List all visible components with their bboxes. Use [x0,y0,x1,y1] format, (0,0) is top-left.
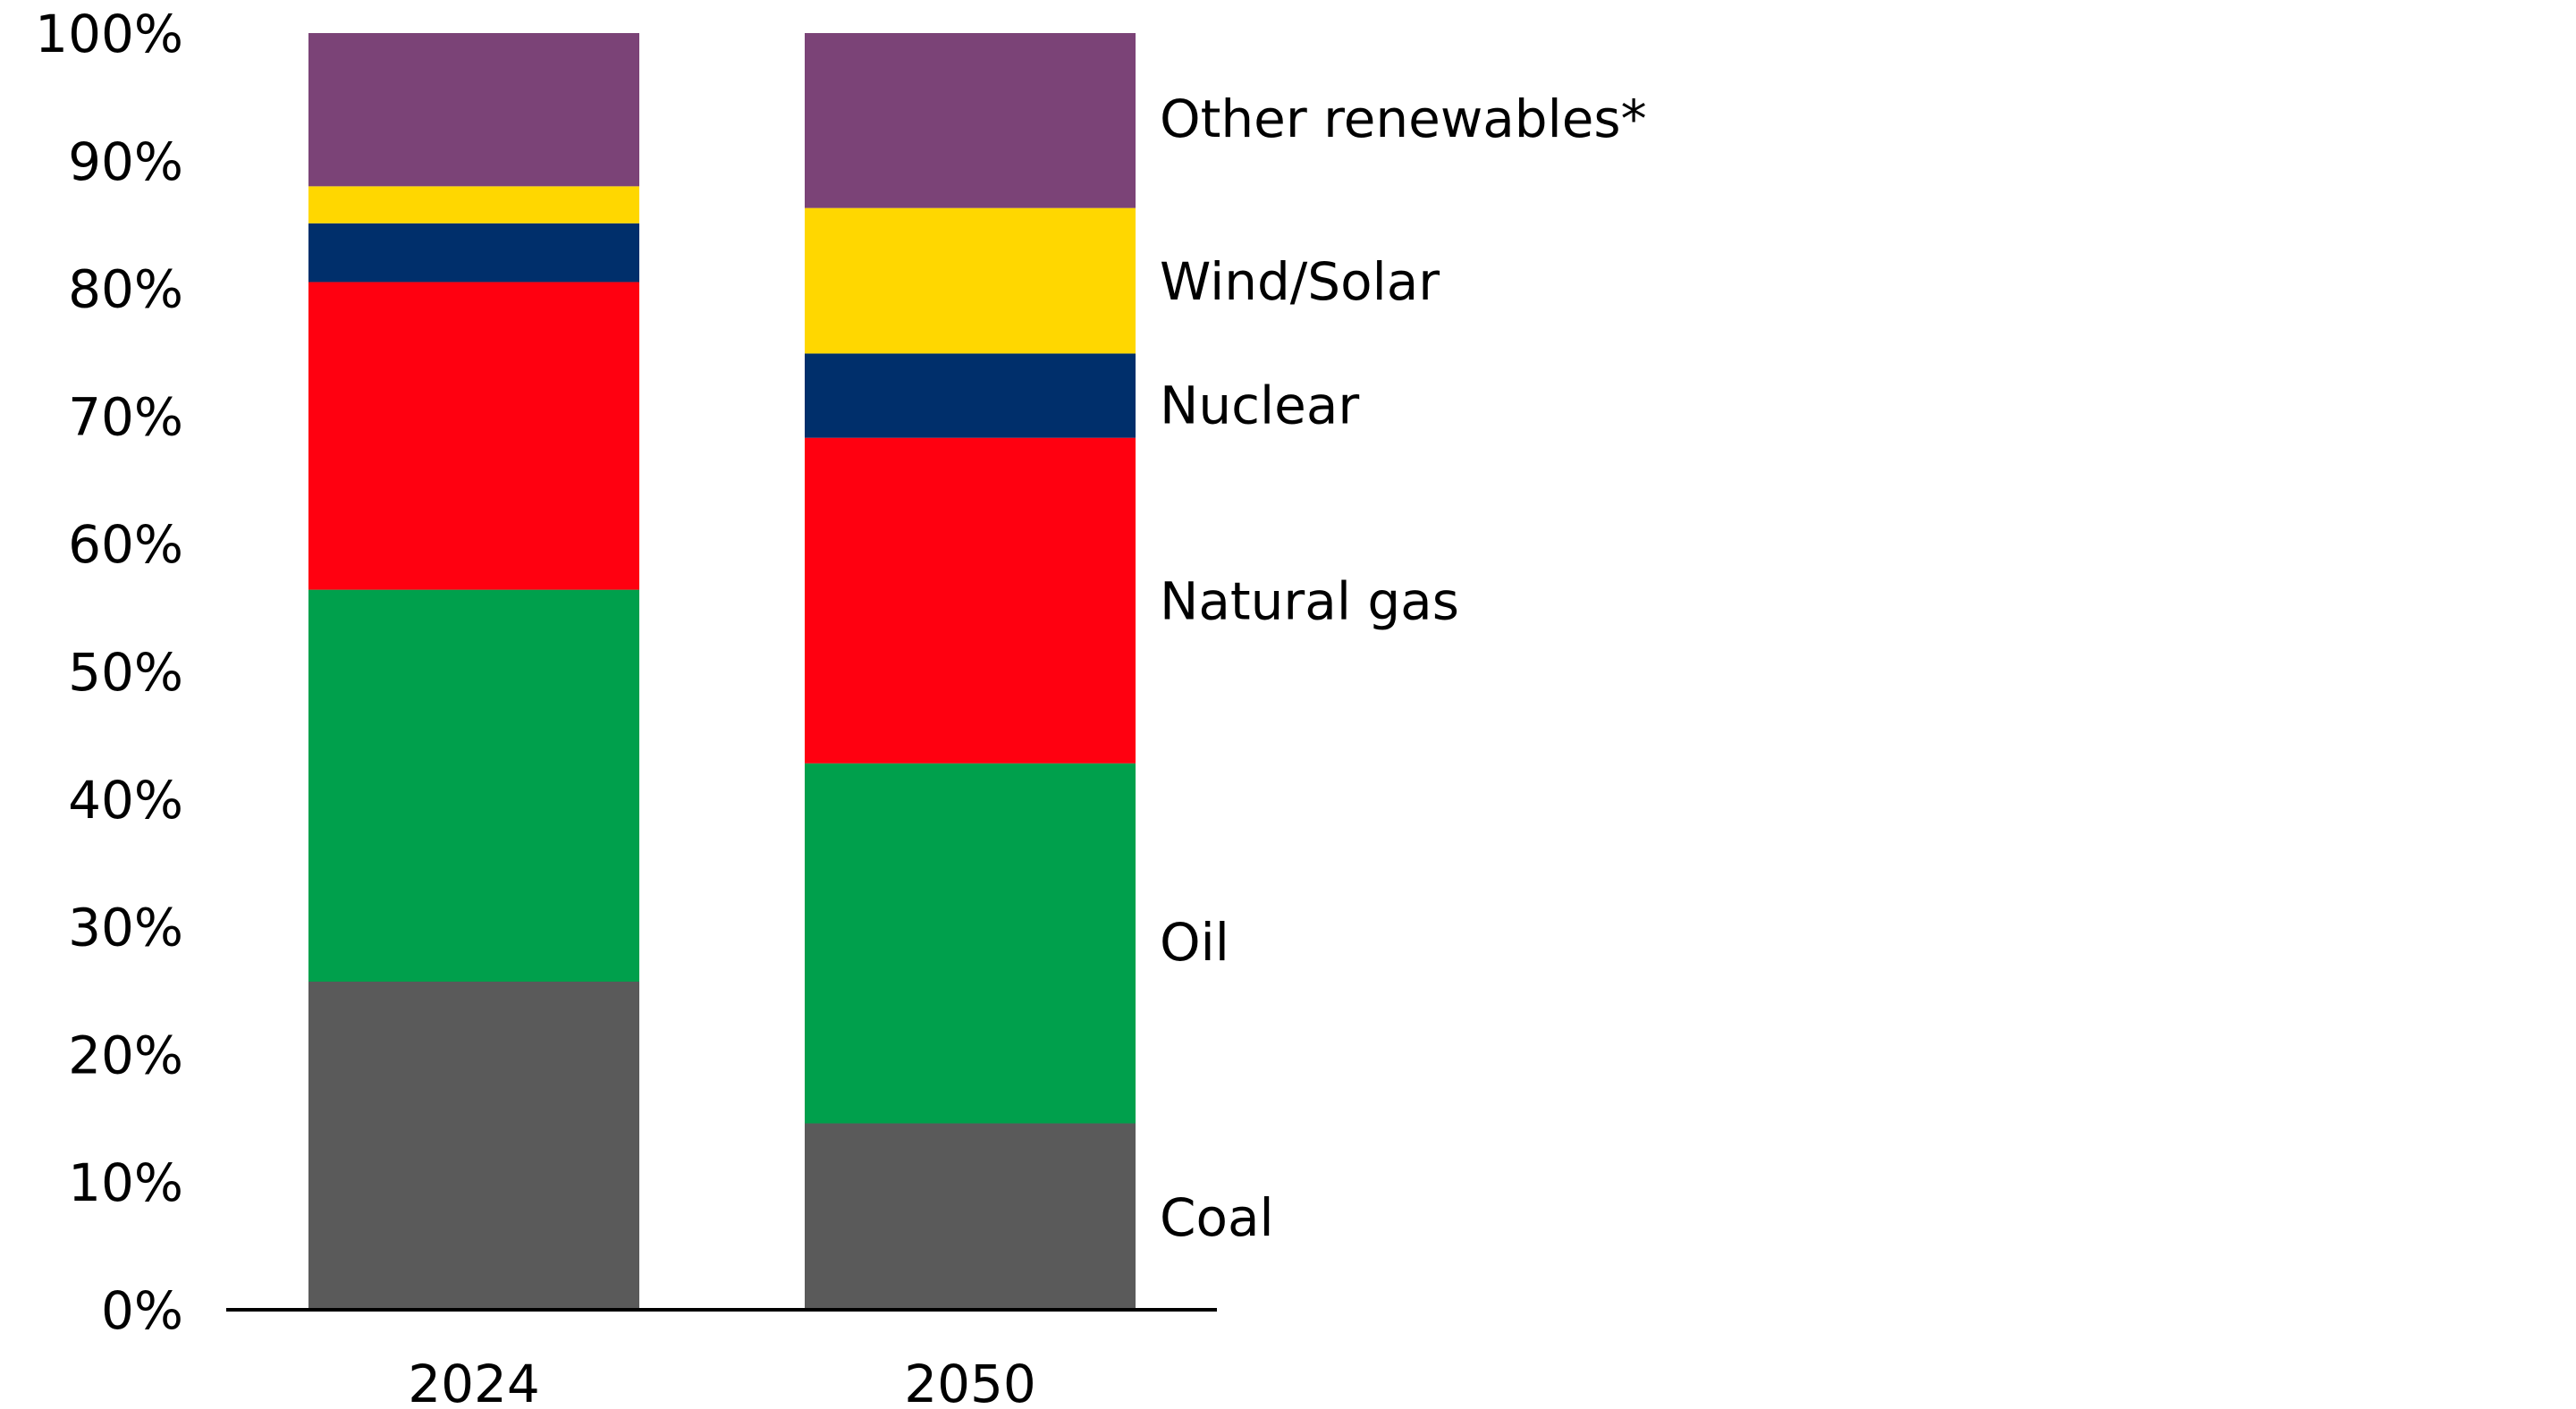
y-tick-label: 30% [68,898,183,958]
y-tick-label: 80% [68,259,183,320]
bar-segment-oil-2024 [308,589,639,983]
bar-segment-nuclear-2050 [805,353,1136,438]
series-label: Nuclear [1160,375,1359,436]
bar-segment-nuclear-2024 [308,223,639,283]
bar-segment-wind-solar-2024 [308,186,639,224]
x-tick-label: 2024 [408,1354,540,1409]
series-label: Oil [1160,912,1229,973]
bar-segment-natural-gas-2024 [308,282,639,590]
series-label: Coal [1160,1187,1274,1248]
bar-segment-wind-solar-2050 [805,207,1136,354]
series-label: Other renewables* [1160,89,1647,149]
bar-segment-other-renewables-2050 [805,33,1136,208]
y-tick-label: 40% [68,770,183,831]
y-tick-label: 0% [101,1280,183,1341]
series-label: Wind/Solar [1160,251,1440,312]
bar-segment-natural-gas-2050 [805,437,1136,764]
series-label: Natural gas [1160,571,1459,632]
y-tick-label: 20% [68,1025,183,1085]
y-tick-label: 10% [68,1152,183,1213]
y-tick-label: 100% [35,4,183,64]
y-tick-label: 90% [68,131,183,192]
bar-segment-oil-2050 [805,763,1136,1124]
y-tick-label: 50% [68,642,183,703]
y-tick-label: 70% [68,386,183,447]
x-tick-label: 2050 [904,1354,1036,1409]
y-tick-label: 60% [68,514,183,575]
bar-segment-coal-2050 [805,1123,1136,1310]
bar-segment-coal-2024 [308,982,639,1310]
bar-segment-other-renewables-2024 [308,33,639,187]
